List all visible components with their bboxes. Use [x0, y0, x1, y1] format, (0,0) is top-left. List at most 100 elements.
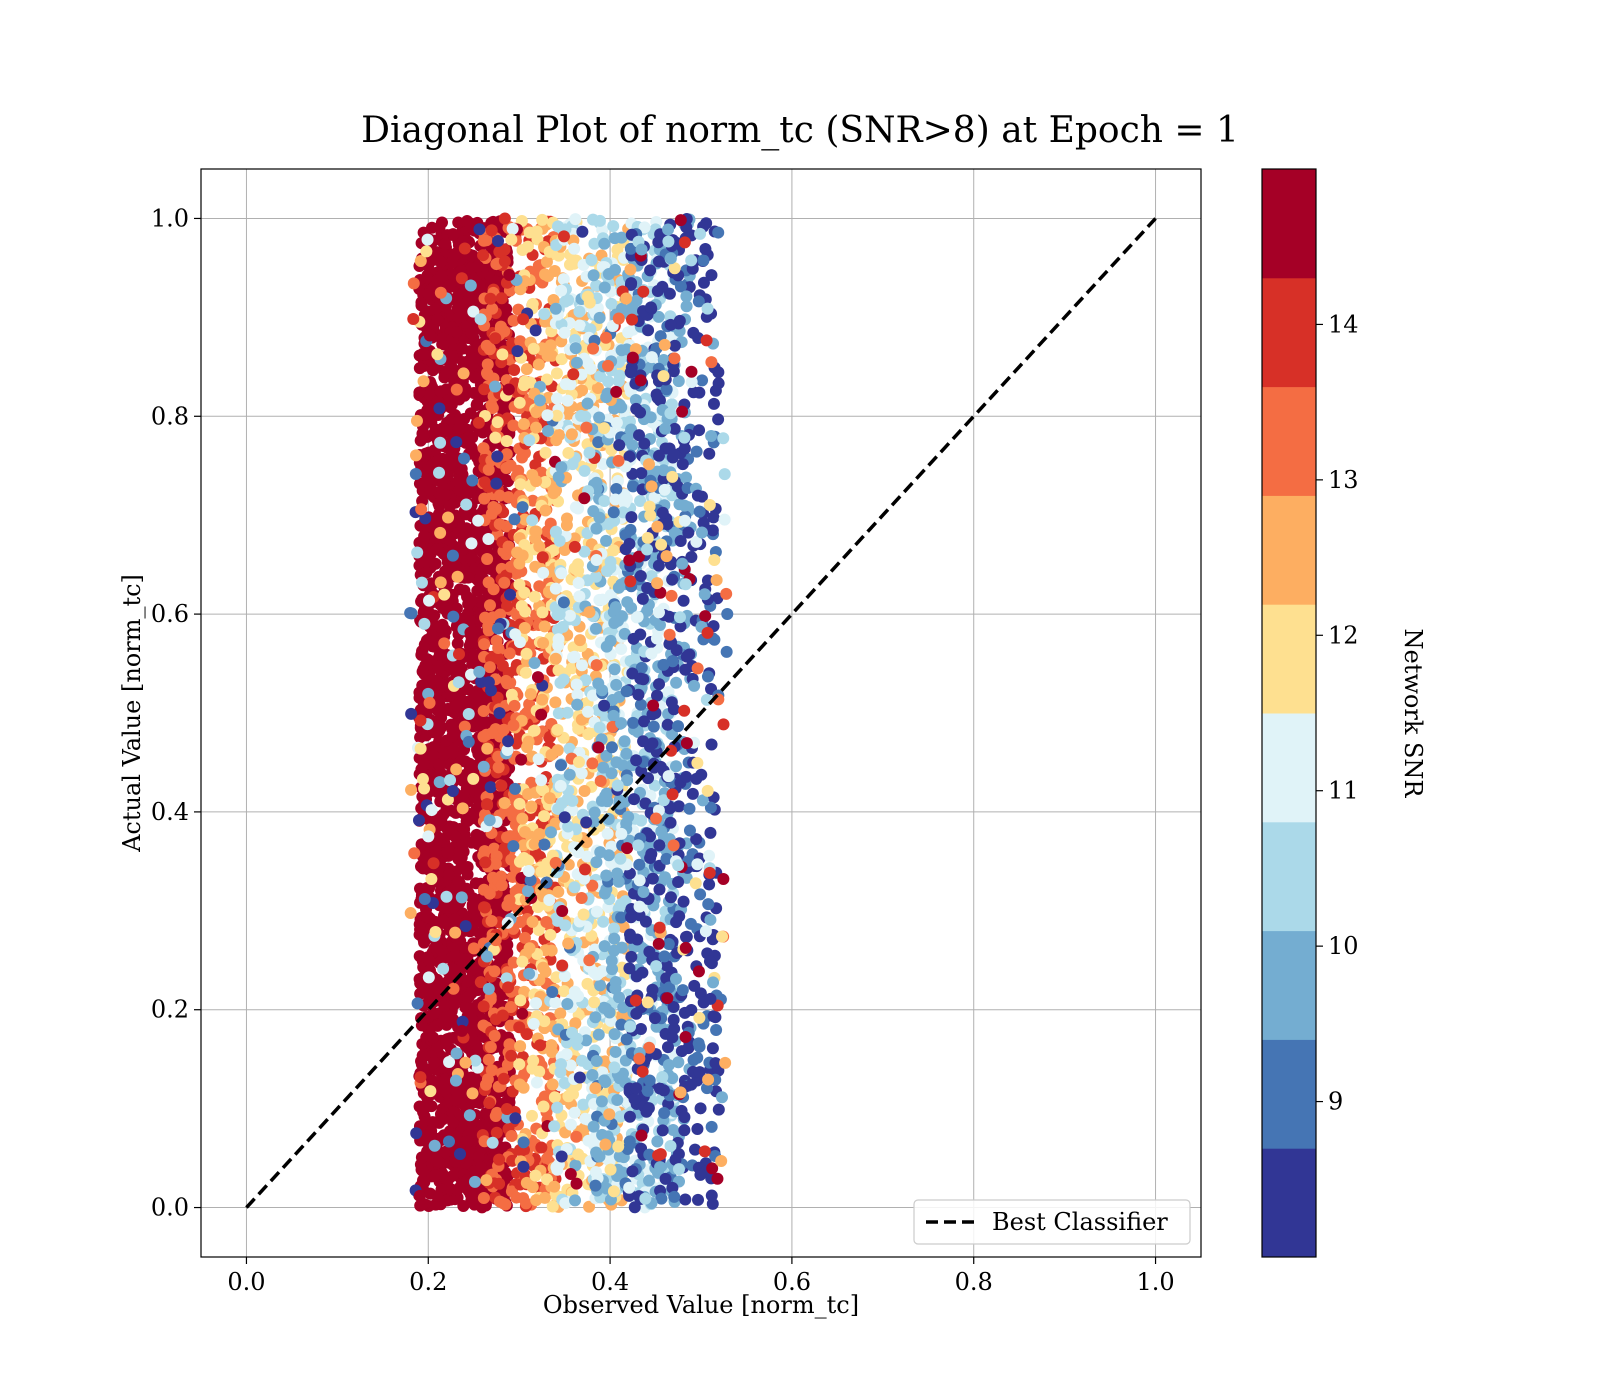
scatter-point [513, 1058, 526, 1071]
scatter-point [452, 311, 465, 324]
scatter-point [438, 1147, 451, 1160]
scatter-point [558, 1077, 571, 1090]
scatter-point [542, 270, 555, 283]
scatter-point [610, 482, 623, 495]
scatter-point [573, 319, 586, 332]
scatter-point [554, 1007, 567, 1020]
scatter-point [492, 653, 505, 666]
scatter-point [514, 1040, 527, 1053]
scatter-point [593, 593, 606, 606]
scatter-point [587, 269, 600, 282]
scatter-point [428, 634, 441, 647]
scatter-point [461, 295, 474, 308]
scatter-point [422, 408, 435, 421]
scatter-point [462, 990, 475, 1003]
scatter-point [439, 237, 452, 250]
scatter-point [548, 1180, 561, 1193]
scatter-point [498, 255, 511, 268]
scatter-point [618, 627, 631, 640]
scatter-point [555, 567, 568, 580]
scatter-point [493, 518, 506, 531]
scatter-point [670, 760, 683, 773]
scatter-point [415, 1151, 428, 1164]
scatter-point [441, 846, 454, 859]
chart-title: Diagonal Plot of norm_tc (SNR>8) at Epoc… [361, 110, 1239, 151]
scatter-point [586, 689, 599, 702]
scatter-point [572, 576, 585, 589]
scatter-point [504, 1000, 517, 1013]
scatter-point [528, 724, 541, 737]
scatter-point [437, 748, 450, 761]
scatter-point [500, 448, 513, 461]
scatter-point [484, 292, 497, 305]
scatter-point [608, 1028, 621, 1041]
scatter-point [455, 662, 468, 675]
scatter-point [417, 758, 430, 771]
scatter-point [477, 717, 490, 730]
scatter-point [516, 955, 529, 968]
scatter-point [568, 532, 581, 545]
scatter-point [453, 422, 466, 435]
scatter-point [452, 476, 465, 489]
scatter-point [530, 225, 543, 238]
scatter-point [483, 599, 496, 612]
scatter-point [551, 1101, 564, 1114]
scatter-point [501, 600, 514, 613]
scatter-point [463, 1145, 476, 1158]
scatter-point [590, 856, 603, 869]
scatter-point [533, 540, 546, 553]
scatter-point [420, 566, 433, 579]
scatter-point [481, 552, 494, 565]
scatter-point [516, 244, 529, 257]
scatter-point [429, 844, 442, 857]
scatter-point [519, 666, 532, 679]
scatter-point [494, 322, 507, 335]
scatter-point [575, 659, 588, 672]
scatter-point [605, 297, 618, 310]
scatter-point [436, 1113, 449, 1126]
scatter-point [414, 923, 427, 936]
scatter-point [483, 661, 496, 674]
scatter-point [601, 565, 614, 578]
scatter-point [578, 464, 591, 477]
scatter-point [504, 459, 517, 472]
scatter-point [508, 363, 521, 376]
scatter-point [550, 367, 563, 380]
scatter-point [563, 609, 576, 622]
scatter-point [464, 1188, 477, 1201]
scatter-point [537, 636, 550, 649]
scatter-point [524, 688, 537, 701]
scatter-point [585, 929, 598, 942]
scatter-point [473, 927, 486, 940]
scatter-point [478, 383, 491, 396]
scatter-point [560, 1048, 573, 1061]
scatter-point [433, 648, 446, 661]
scatter-point [515, 600, 528, 613]
scatter-point [482, 576, 495, 589]
scatter-point [513, 578, 526, 591]
scatter-point [569, 1017, 582, 1030]
scatter-point [477, 705, 490, 718]
scatter-point [433, 981, 446, 994]
scatter-point [562, 820, 575, 833]
scatter-point [593, 411, 606, 424]
scatter-point [555, 353, 568, 366]
scatter-point [575, 409, 588, 422]
scatter-point [610, 678, 623, 691]
scatter-point [483, 1097, 496, 1110]
scatter-point [551, 723, 564, 736]
scatter-point [423, 388, 436, 401]
scatter-point [452, 216, 465, 229]
scatter-point [453, 851, 466, 864]
scatter-point [525, 800, 538, 813]
scatter-point [478, 492, 491, 505]
scatter-point [527, 342, 540, 355]
scatter-point [634, 494, 647, 507]
scatter-point [448, 950, 461, 963]
scatter-point [443, 499, 456, 512]
scatter-point [525, 1109, 538, 1122]
scatter-point [431, 720, 444, 733]
scatter-point [568, 1106, 581, 1119]
scatter-point [497, 723, 510, 736]
